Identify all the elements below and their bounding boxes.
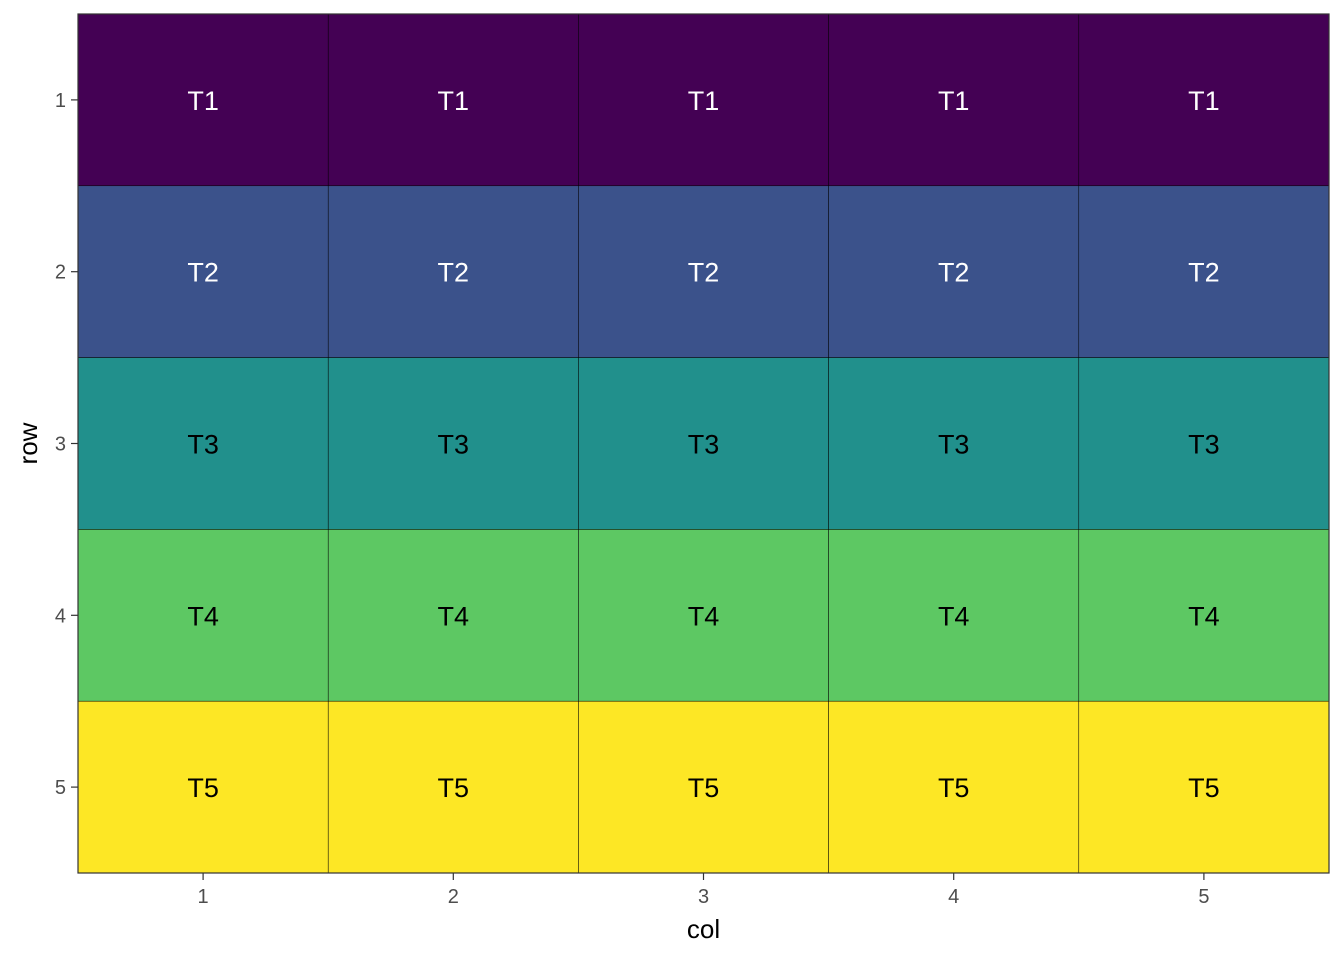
tile-label-r1-c5: T1 xyxy=(1188,86,1220,116)
y-axis: 1 2 3 4 5 xyxy=(55,90,78,799)
tile-r2-c2 xyxy=(327,185,579,358)
tile-r5-c1 xyxy=(77,700,329,874)
tile-r1-c4 xyxy=(828,13,1080,187)
tile-label-r3-c4: T3 xyxy=(938,430,970,460)
tile-label-r4-c4: T4 xyxy=(938,601,970,631)
tile-label-r5-c5: T5 xyxy=(1188,773,1220,803)
y-tick-label-2: 2 xyxy=(55,262,66,284)
tile-r1-c5 xyxy=(1078,13,1330,187)
tile-label-r1-c2: T1 xyxy=(438,86,470,116)
tile-r2-c5 xyxy=(1078,185,1330,358)
y-tick-label-5: 5 xyxy=(55,777,66,799)
tile-label-r1-c1: T1 xyxy=(187,86,219,116)
tile-label-r5-c3: T5 xyxy=(688,773,720,803)
tile-label-r2-c5: T2 xyxy=(1188,258,1220,288)
tile-label-r1-c4: T1 xyxy=(938,86,970,116)
tile-r5-c3 xyxy=(578,700,829,874)
tile-r4-c5 xyxy=(1078,529,1330,702)
tile-label-r2-c1: T2 xyxy=(187,258,219,288)
x-tick-label-2: 2 xyxy=(448,886,459,908)
y-tick-label-1: 1 xyxy=(55,90,66,112)
x-tick-label-1: 1 xyxy=(198,886,209,908)
tile-label-r4-c2: T4 xyxy=(438,601,470,631)
x-tick-label-4: 4 xyxy=(948,886,959,908)
tiles-layer xyxy=(77,13,1330,874)
tile-label-r4-c1: T4 xyxy=(187,601,219,631)
tile-labels-layer: T1 T1 T1 T1 T1 T2 T2 T2 T2 T2 T3 T3 T3 T3 T3 T4 T4 T4 T4 T4… xyxy=(187,86,1219,803)
tile-label-r2-c2: T2 xyxy=(438,258,470,288)
tile-r3-c5 xyxy=(1078,357,1330,530)
y-axis-title: row xyxy=(13,422,43,464)
tile-label-r1-c3: T1 xyxy=(688,86,720,116)
tile-r4-c2 xyxy=(327,529,579,702)
tile-label-r5-c4: T5 xyxy=(938,773,970,803)
tile-r5-c5 xyxy=(1078,700,1330,874)
x-tick-label-3: 3 xyxy=(698,886,709,908)
x-axis-title: col xyxy=(687,914,720,944)
tile-label-r3-c5: T3 xyxy=(1188,430,1220,460)
x-axis: 1 2 3 4 5 xyxy=(198,873,1209,908)
tile-r4-c1 xyxy=(77,529,329,702)
tile-r5-c2 xyxy=(327,700,579,874)
tile-r3-c4 xyxy=(828,357,1080,530)
tile-label-r3-c3: T3 xyxy=(688,430,720,460)
tile-r4-c4 xyxy=(828,529,1080,702)
x-tick-label-5: 5 xyxy=(1198,886,1209,908)
tile-label-r5-c2: T5 xyxy=(438,773,470,803)
y-tick-label-3: 3 xyxy=(55,434,66,456)
tile-r1-c1 xyxy=(77,13,329,187)
tile-label-r2-c4: T2 xyxy=(938,258,970,288)
tile-label-r3-c1: T3 xyxy=(187,430,219,460)
tile-r1-c2 xyxy=(327,13,579,187)
tile-label-r4-c3: T4 xyxy=(688,601,720,631)
tile-label-r5-c1: T5 xyxy=(187,773,219,803)
tile-r4-c3 xyxy=(578,529,829,702)
tile-r3-c2 xyxy=(327,357,579,530)
y-tick-label-4: 4 xyxy=(55,605,66,627)
tile-r2-c3 xyxy=(578,185,829,358)
tile-label-r3-c2: T3 xyxy=(438,430,470,460)
tile-r3-c3 xyxy=(578,357,829,530)
tile-label-r4-c5: T4 xyxy=(1188,601,1220,631)
tile-r2-c1 xyxy=(77,185,329,358)
tile-label-r2-c3: T2 xyxy=(688,258,720,288)
